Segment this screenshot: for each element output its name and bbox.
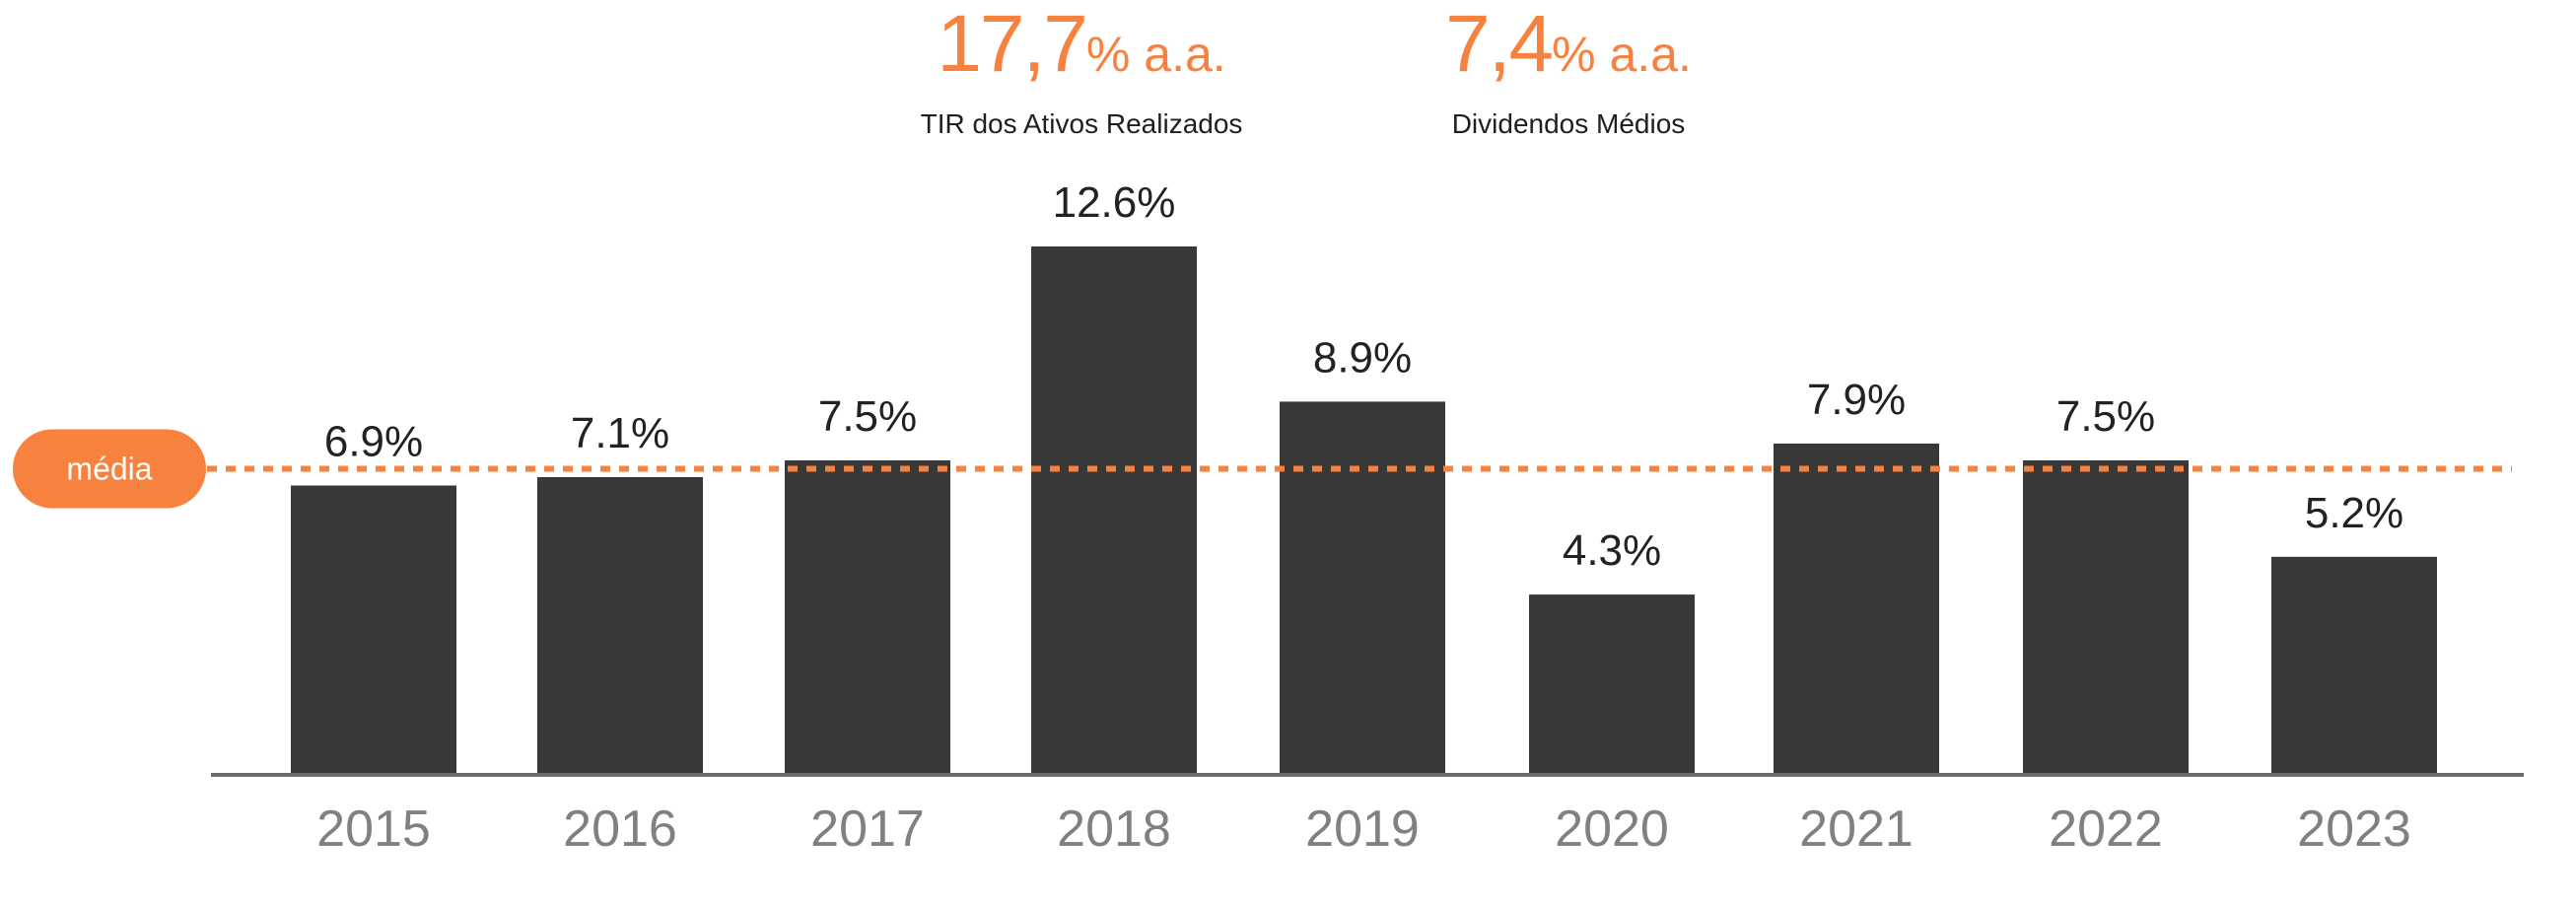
kpi-dividendos-label: Dividendos Médios — [1451, 108, 1686, 139]
kpi-tir-value: 17,7% a.a. — [786, 4, 1377, 85]
data-label-2022: 7.5% — [2056, 392, 2155, 441]
bar-2018 — [1031, 246, 1197, 775]
data-label-2018: 12.6% — [1053, 178, 1176, 227]
data-label-2017: 7.5% — [818, 392, 917, 441]
x-tick-label-2020: 2020 — [1555, 801, 1669, 858]
x-tick-label-2023: 2023 — [2297, 801, 2411, 858]
data-label-2016: 7.1% — [571, 409, 669, 457]
x-tick-label-2017: 2017 — [810, 801, 925, 858]
x-tick-label-2021: 2021 — [1799, 801, 1914, 858]
bar-2019 — [1280, 401, 1445, 775]
bar-2023 — [2271, 556, 2437, 775]
bar-2020 — [1529, 594, 1695, 775]
bar-2015 — [291, 485, 456, 775]
kpi-tir-unit: % a.a. — [1085, 27, 1226, 82]
kpi-tir-label: TIR dos Ativos Realizados — [920, 108, 1243, 139]
data-label-2020: 4.3% — [1563, 526, 1661, 575]
x-tick-label-2016: 2016 — [563, 801, 677, 858]
bar-2017 — [785, 459, 950, 775]
data-label-2019: 8.9% — [1313, 333, 1412, 382]
data-label-2021: 7.9% — [1807, 376, 1906, 424]
bar-2022 — [2023, 459, 2189, 775]
kpi-dividendos-number: 7,4 — [1445, 0, 1554, 89]
kpi-dividendos-unit: % a.a. — [1552, 27, 1692, 82]
data-label-2015: 6.9% — [324, 417, 423, 465]
x-tick-label-2022: 2022 — [2049, 801, 2163, 858]
kpi-tir-number: 17,7 — [937, 0, 1088, 89]
data-label-2023: 5.2% — [2305, 489, 2403, 537]
x-tick-label-2015: 2015 — [316, 801, 431, 858]
media-pill — [13, 429, 206, 509]
x-tick-label-2018: 2018 — [1057, 801, 1171, 858]
media-label: média — [66, 451, 152, 486]
bar-2021 — [1774, 443, 1939, 775]
kpi-tir: 17,7% a.a. TIR dos Ativos Realizados — [786, 4, 1377, 140]
kpi-dividendos: 7,4% a.a. Dividendos Médios — [1273, 4, 1864, 140]
kpi-dividendos-value: 7,4% a.a. — [1273, 4, 1864, 85]
bar-2016 — [537, 476, 703, 775]
x-tick-label-2019: 2019 — [1305, 801, 1420, 858]
